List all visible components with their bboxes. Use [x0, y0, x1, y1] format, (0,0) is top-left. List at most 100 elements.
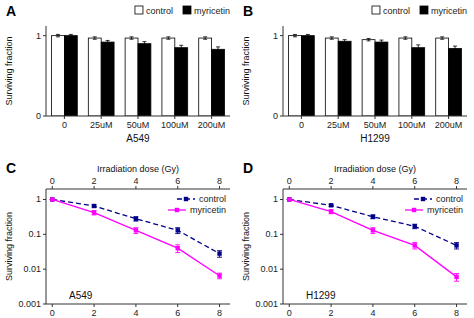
error-cap — [133, 227, 138, 228]
y-axis-line — [283, 26, 284, 116]
panel-title: A — [6, 3, 16, 19]
panel: 00224466880.0010.010.11Irradiation dose … — [241, 160, 467, 318]
x-top-tick — [331, 186, 332, 189]
annotation: A549 — [69, 290, 93, 301]
error-bar — [142, 42, 146, 46]
marker — [176, 246, 180, 250]
y-tick — [43, 35, 46, 36]
bar — [175, 48, 188, 116]
x-tick-label: 25uM — [90, 120, 113, 130]
error-bar — [440, 37, 444, 39]
error-bar — [217, 251, 222, 258]
error-cap — [293, 34, 297, 35]
x-tick-label: 100uM — [398, 120, 426, 130]
error-bar — [130, 37, 134, 39]
bar — [325, 38, 338, 116]
legend-label: myricetin — [194, 6, 230, 16]
x-top-tick-label: 4 — [370, 176, 375, 186]
x-tick — [372, 304, 373, 307]
error-cap — [454, 242, 459, 243]
error-bar — [454, 243, 459, 249]
y-axis-line — [283, 189, 284, 304]
x-tick-label: 8 — [454, 308, 459, 318]
marker — [92, 204, 96, 208]
error-stem — [344, 40, 345, 43]
x-tick-label: 0 — [299, 120, 304, 130]
error-bar — [175, 245, 180, 253]
legend-label: control — [383, 6, 410, 16]
x-top-tick — [177, 186, 178, 189]
y-tick — [43, 304, 46, 305]
error-cap — [93, 36, 97, 37]
error-cap — [416, 50, 420, 51]
marker — [287, 197, 291, 201]
legend-marker — [184, 197, 188, 201]
error-cap — [330, 39, 334, 40]
x-tick — [219, 304, 220, 307]
legend-label: myricetin — [190, 205, 226, 215]
y-axis-label: Surviving fraction — [4, 212, 14, 281]
bar — [199, 38, 212, 116]
error-cap — [440, 36, 444, 37]
error-cap — [330, 36, 334, 37]
x-axis-line — [46, 304, 230, 305]
error-cap — [56, 34, 60, 35]
plot-area — [289, 34, 462, 116]
error-cap — [403, 36, 407, 37]
x-tick — [135, 304, 136, 307]
x-tick — [52, 304, 53, 307]
error-cap — [203, 39, 207, 40]
marker — [287, 197, 291, 201]
y-tick — [43, 269, 46, 270]
y-tick — [280, 234, 283, 235]
x-top-tick — [372, 186, 373, 189]
error-cap — [293, 36, 297, 37]
bar — [412, 48, 425, 116]
error-cap — [216, 46, 220, 47]
error-cap — [175, 244, 180, 245]
error-cap — [453, 46, 457, 47]
x-tick-label: 50uM — [364, 120, 387, 130]
error-cap — [69, 36, 73, 37]
error-cap — [93, 39, 97, 40]
y-tick — [43, 116, 46, 117]
y-tick-label: 0.1 — [265, 229, 278, 239]
error-bar — [370, 228, 375, 234]
error-bar — [56, 34, 60, 36]
y-tick-label: 0 — [273, 111, 278, 121]
annotation: H1299 — [306, 290, 336, 301]
error-cap — [106, 43, 110, 44]
x-top-tick — [219, 186, 220, 189]
error-bar — [306, 34, 310, 36]
x-tick-label: 100uM — [161, 120, 189, 130]
x-tick — [456, 304, 457, 307]
x-top-tick — [52, 186, 53, 189]
y-tick-label: 0.01 — [23, 264, 41, 274]
bar — [399, 38, 412, 116]
legend-marker — [175, 208, 179, 212]
error-cap — [367, 38, 371, 39]
bar — [138, 44, 151, 116]
bar — [449, 49, 462, 117]
error-cap — [203, 36, 207, 37]
bar — [88, 38, 101, 116]
marker — [413, 224, 417, 228]
error-cap — [175, 233, 180, 234]
x-tick-label: 2 — [92, 308, 97, 318]
y-tick — [43, 234, 46, 235]
error-cap — [175, 252, 180, 253]
error-bar — [416, 45, 420, 51]
x-axis-line — [283, 304, 467, 305]
x-tick — [211, 116, 212, 119]
legend: myricetin control — [135, 6, 230, 16]
y-tick-label: 1 — [36, 31, 41, 41]
x-tick-label: 0 — [50, 308, 55, 318]
x-top-tick-label: 0 — [287, 176, 292, 186]
marker — [134, 228, 138, 232]
legend-label: control — [146, 6, 173, 16]
error-cap — [454, 281, 459, 282]
error-cap — [166, 36, 170, 37]
error-cap — [454, 273, 459, 274]
bar — [212, 49, 225, 116]
x-axis-label: A549 — [126, 133, 150, 144]
